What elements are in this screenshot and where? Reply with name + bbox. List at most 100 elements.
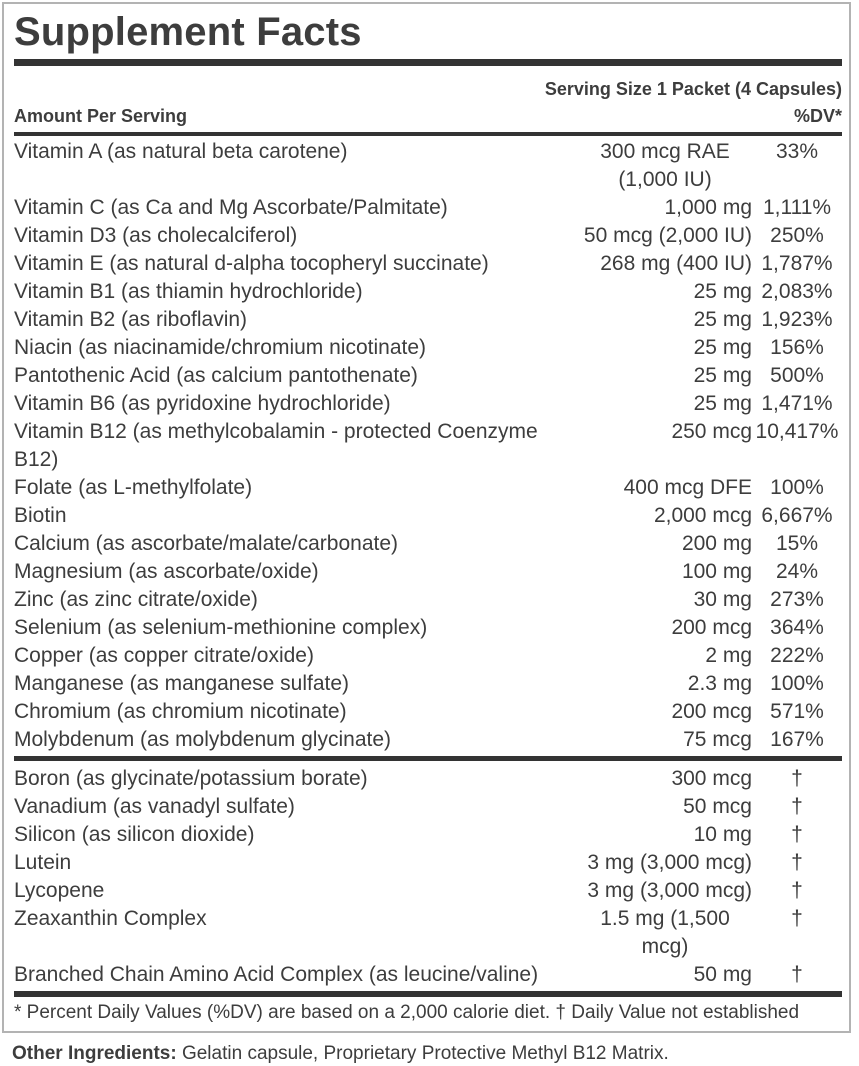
nutrient-dv: † [791,823,803,847]
nutrient-amount: 25 mg [693,336,752,360]
nutrient-dv: 571% [770,700,824,724]
nutrient-dv: 2,083% [761,280,833,304]
nutrient-amount: 25 mg [693,364,752,388]
nutrient-name: Niacin (as niacinamide/chromium nicotina… [14,336,427,360]
nutrient-rows-primary: Vitamin A (as natural beta carotene) 300 … [14,136,842,754]
nutrient-dv: 273% [770,588,824,612]
nutrient-name: Boron (as glycinate/potassium borate) [14,767,368,791]
nutrient-row: Vitamin E (as natural d-alpha tocopheryl… [14,250,842,278]
nutrient-dv: 500% [770,364,824,388]
nutrient-dv: 33% [775,140,819,164]
nutrient-dv: 100% [770,672,824,696]
nutrient-row: Vitamin B6 (as pyridoxine hydrochloride)… [14,390,842,418]
supplement-facts-panel: Supplement Facts Serving Size 1 Packet (… [2,2,851,1034]
nutrient-name: Vitamin B1 (as thiamin hydrochloride) [14,280,363,304]
nutrient-row: Branched Chain Amino Acid Complex (as le… [14,961,842,989]
nutrient-row: Folate (as L-methylfolate) 400 mcg DFE 100… [14,474,842,502]
nutrient-rows-secondary: Boron (as glycinate/potassium borate) 300… [14,763,842,989]
nutrient-dv: 156% [770,336,824,360]
nutrient-amount: 200 mcg [671,700,752,724]
nutrient-name: Pantothenic Acid (as calcium pantothenat… [14,364,418,388]
nutrient-name: Lutein [14,851,72,875]
nutrient-name: Chromium (as chromium nicotinate) [14,700,347,724]
nutrient-row: Vitamin B12 (as methylcobalamin - protec… [14,418,842,474]
nutrient-row: Calcium (as ascorbate/malate/carbonate) 2… [14,530,842,558]
nutrient-row: Biotin 2,000 mcg 6,667% [14,502,842,530]
nutrient-row: Niacin (as niacinamide/chromium nicotina… [14,334,842,362]
nutrient-name: Vitamin D3 (as cholecalciferol) [14,224,298,248]
nutrient-name: Zeaxanthin Complex [14,907,207,931]
nutrient-name: Folate (as L-methylfolate) [14,476,253,500]
nutrient-dv: 1,471% [761,392,833,416]
nutrient-amount: 50 mcg (2,000 IU) [583,224,752,248]
nutrient-amount: 25 mg [693,392,752,416]
nutrient-row: Zinc (as zinc citrate/oxide) 30 mg 273% [14,586,842,614]
nutrient-dv: † [791,767,803,791]
nutrient-dv: 1,923% [761,308,833,332]
nutrient-dv: 100% [770,476,824,500]
nutrient-row: Boron (as glycinate/potassium borate) 300… [14,765,842,793]
panel-title: Supplement Facts [14,10,362,54]
nutrient-amount: 50 mg [693,963,752,987]
nutrient-dv: † [791,851,803,875]
nutrient-amount: 25 mg [693,280,752,304]
nutrient-name: Silicon (as silicon dioxide) [14,823,255,847]
nutrient-row: Vanadium (as vanadyl sulfate) 50 mcg † [14,793,842,821]
nutrient-amount: 75 mcg [683,728,752,752]
header-divider-bar [14,132,842,137]
nutrient-amount: 300 mcg RAE (1,000 IU) [600,140,730,192]
nutrient-amount: 400 mcg DFE [623,476,752,500]
nutrient-dv: 167% [770,728,824,752]
title-divider-bar [14,58,842,66]
nutrient-row: Chromium (as chromium nicotinate) 200 mcg… [14,698,842,726]
nutrient-name: Manganese (as manganese sulfate) [14,672,350,696]
nutrient-dv: † [791,795,803,819]
nutrient-name: Lycopene [14,879,105,903]
nutrient-amount: 3 mg (3,000 mcg) [587,851,752,875]
nutrient-name: Vitamin E (as natural d-alpha tocopheryl… [14,252,489,276]
nutrient-name: Vitamin A (as natural beta carotene) [14,140,348,164]
nutrient-row: Magnesium (as ascorbate/oxide) 100 mg 24% [14,558,842,586]
nutrient-row: Vitamin B1 (as thiamin hydrochloride) 25 … [14,278,842,306]
nutrient-name: Vitamin B2 (as riboflavin) [14,308,248,332]
nutrient-name: Vanadium (as vanadyl sulfate) [14,795,295,819]
nutrient-name: Branched Chain Amino Acid Complex (as le… [14,963,539,987]
serving-size: Serving Size 1 Packet (4 Capsules) [544,78,842,99]
nutrient-amount: 2.3 mg [687,672,752,696]
nutrient-name: Copper (as copper citrate/oxide) [14,644,314,668]
nutrient-name: Biotin [14,504,67,528]
other-ingredients-text: Gelatin capsule, Proprietary Protective … [176,1043,669,1065]
nutrient-amount: 10 mg [693,823,752,847]
nutrient-amount: 250 mcg [671,420,752,444]
nutrient-amount: 50 mcg [683,795,752,819]
nutrient-amount: 30 mg [693,588,752,612]
nutrient-row: Copper (as copper citrate/oxide) 2 mg 222% [14,642,842,670]
nutrient-amount: 2 mg [705,644,752,668]
nutrient-amount: 100 mg [681,560,752,584]
nutrient-name: Molybdenum (as molybdenum glycinate) [14,728,392,752]
dv-header: %DV* [793,106,842,127]
footnote-divider-bar [14,991,842,998]
nutrient-amount: 25 mg [693,308,752,332]
nutrient-dv: † [791,963,803,987]
nutrient-dv: 6,667% [761,504,833,528]
nutrient-row: Vitamin A (as natural beta carotene) 300 … [14,138,842,194]
nutrient-dv: 24% [775,560,819,584]
nutrient-name: Vitamin B12 (as methylcobalamin - protec… [14,420,538,472]
nutrient-dv: 1,787% [761,252,833,276]
footnote: * Percent Daily Values (%DV) are based o… [14,1002,800,1024]
nutrient-dv: 222% [770,644,824,668]
nutrient-row: Pantothenic Acid (as calcium pantothenat… [14,362,842,390]
nutrient-amount: 268 mg (400 IU) [600,252,752,276]
nutrient-amount: 1,000 mg [664,196,752,220]
nutrient-row: Selenium (as selenium-methionine complex… [14,614,842,642]
nutrient-row: Vitamin B2 (as riboflavin) 25 mg 1,923% [14,306,842,334]
nutrient-row: Lycopene 3 mg (3,000 mcg) † [14,877,842,905]
nutrient-row: Silicon (as silicon dioxide) 10 mg † [14,821,842,849]
nutrient-dv: 10,417% [755,420,839,444]
nutrient-row: Molybdenum (as molybdenum glycinate) 75 m… [14,726,842,754]
nutrient-dv: 15% [775,532,819,556]
nutrient-amount: 2,000 mcg [653,504,752,528]
nutrient-row: Vitamin D3 (as cholecalciferol) 50 mcg (2… [14,222,842,250]
nutrient-dv: 364% [770,616,824,640]
